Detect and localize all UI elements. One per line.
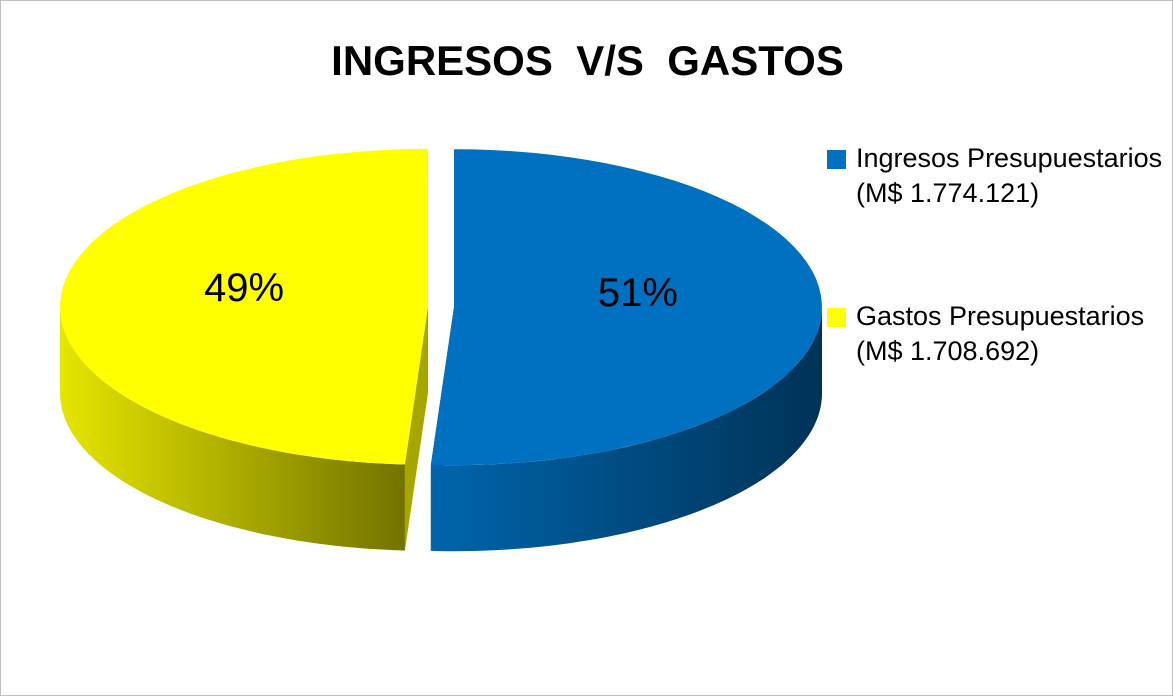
slice-side-shade — [430, 307, 822, 552]
data-label: 49% — [204, 266, 284, 310]
slice — [60, 148, 428, 465]
slice — [430, 149, 822, 466]
legend-label: Gastos Presupuestarios (M$ 1.708.692) — [856, 301, 1145, 366]
data-label: 51% — [598, 271, 678, 315]
legend-item: Ingresos Presupuestarios (M$ 1.774.121) — [827, 141, 1172, 211]
slice-face-shade — [404, 306, 428, 551]
legend-item: Gastos Presupuestarios (M$ 1.708.692) — [827, 299, 1172, 369]
slice-face — [404, 306, 428, 551]
legend-label: Ingresos Presupuestarios (M$ 1.774.121) — [856, 143, 1163, 208]
legend-swatch — [827, 308, 846, 327]
legend-swatch — [827, 150, 846, 169]
chart-title: INGRESOS V/S GASTOS — [331, 37, 844, 84]
slice-side-shade — [60, 306, 405, 551]
